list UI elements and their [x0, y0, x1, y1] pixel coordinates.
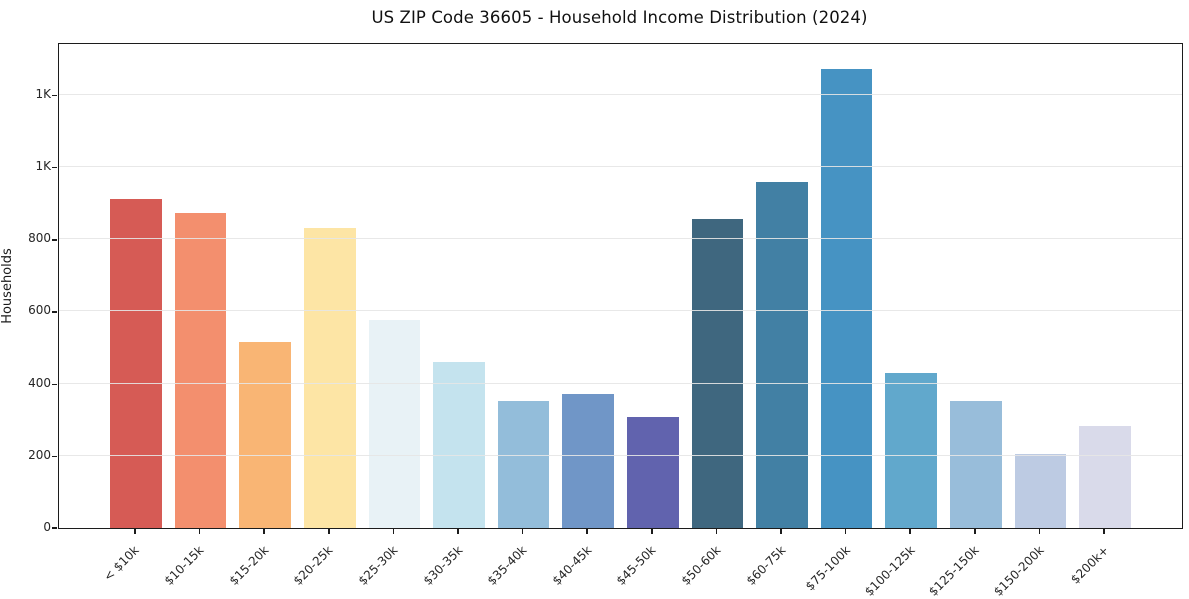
ytick-mark-1000 — [52, 166, 57, 169]
xtick-mark-0 — [134, 529, 136, 534]
xtick-label-14: $150-200k — [990, 543, 1047, 599]
xtick-label-1: $10-15k — [161, 543, 207, 588]
xtick-mark-4 — [392, 529, 395, 534]
xtick-mark-13 — [974, 529, 976, 534]
bar-100-125k — [885, 372, 938, 528]
xtick-label-11: $75-100k — [802, 543, 853, 594]
bar-45-50k — [626, 417, 679, 528]
bar-150-200k — [1014, 453, 1067, 528]
xtick-mark-8 — [651, 529, 653, 534]
bar-200k — [1079, 426, 1131, 528]
bar-25-30k — [368, 320, 421, 528]
xtick-label-0: < $10k — [101, 543, 142, 584]
xtick-label-8: $45-50k — [613, 543, 659, 588]
xtick-label-9: $50-60k — [678, 543, 724, 588]
bar-20-25k — [303, 228, 356, 528]
xtick-label-3: $20-25k — [290, 543, 336, 588]
gridline-y-600 — [59, 310, 1182, 312]
gridline-y-200 — [59, 454, 1182, 456]
xtick-mark-10 — [780, 529, 782, 534]
gridline-y-1000 — [59, 165, 1182, 167]
xtick-label-10: $60-75k — [743, 543, 788, 588]
xtick-label-13: $125-150k — [926, 543, 982, 599]
xtick-mark-5 — [457, 529, 459, 534]
bar-10k — [110, 199, 162, 528]
xtick-mark-15 — [1103, 529, 1105, 534]
ytick-mark-1200 — [52, 94, 57, 97]
ytick-mark-0 — [52, 527, 57, 529]
bar-40-45k — [562, 394, 615, 528]
ytick-mark-200 — [52, 455, 57, 458]
xtick-label-15: $200k+ — [1067, 543, 1112, 587]
ytick-mark-400 — [52, 383, 57, 386]
ytick-label-600: 600 — [28, 303, 51, 318]
xtick-mark-14 — [1038, 529, 1041, 534]
xtick-label-4: $25-30k — [355, 543, 401, 588]
ytick-label-0: 0 — [43, 520, 51, 534]
plot-area — [52, 43, 1183, 529]
xtick-label-12: $100-125k — [861, 543, 918, 599]
ytick-mark-600 — [52, 311, 57, 313]
xtick-mark-12 — [909, 529, 912, 534]
gridline-y-400 — [59, 382, 1182, 384]
bar-50-60k — [691, 219, 744, 528]
xtick-mark-1 — [198, 529, 201, 534]
xtick-label-6: $35-40k — [484, 543, 530, 588]
bar-125-150k — [950, 400, 1002, 528]
bar-15-20k — [239, 342, 291, 528]
ytick-label-1200: 1K — [35, 86, 51, 101]
ytick-mark-800 — [52, 239, 57, 241]
xtick-mark-9 — [715, 529, 718, 534]
ytick-label-400: 400 — [28, 375, 51, 390]
bar-30-35k — [433, 361, 485, 528]
ytick-label-200: 200 — [28, 447, 51, 462]
ytick-label-1000: 1K — [35, 158, 51, 173]
xtick-label-5: $30-35k — [420, 543, 465, 588]
xtick-mark-7 — [586, 529, 588, 534]
xtick-label-7: $40-45k — [549, 543, 595, 588]
xtick-mark-2 — [263, 529, 265, 534]
xtick-mark-11 — [844, 529, 847, 534]
xtick-label-2: $15-20k — [226, 543, 272, 588]
bar-75-100k — [820, 69, 873, 528]
xtick-mark-6 — [521, 529, 524, 534]
bar-60-75k — [756, 182, 808, 528]
chart-title: US ZIP Code 36605 - Household Income Dis… — [371, 8, 868, 27]
gridline-y-1200 — [59, 93, 1182, 95]
gridline-y-800 — [59, 238, 1182, 240]
bar-10-15k — [174, 212, 227, 528]
bar-35-40k — [497, 400, 550, 528]
ytick-label-800: 800 — [28, 231, 51, 246]
xtick-mark-3 — [327, 529, 330, 534]
